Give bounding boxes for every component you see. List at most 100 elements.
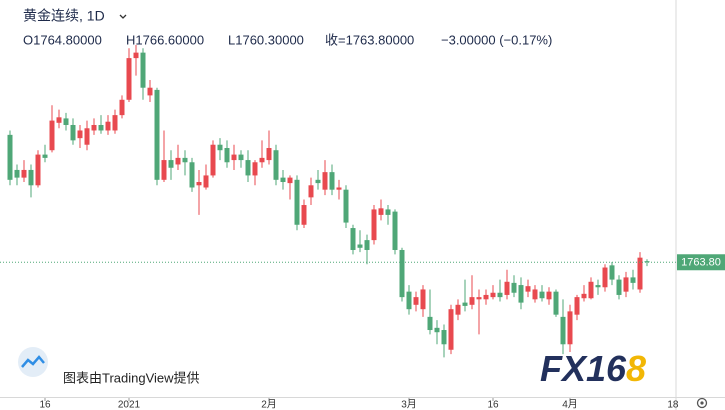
fx168-logo: FX168 xyxy=(540,348,646,389)
gear-hub[interactable] xyxy=(700,401,704,405)
candle-body xyxy=(266,148,272,161)
candle-body xyxy=(63,118,69,125)
candle-body xyxy=(357,244,363,248)
x-axis-end-label: 18 xyxy=(667,400,679,410)
x-tick-label: 2021 xyxy=(118,400,141,410)
candle-body xyxy=(539,291,545,299)
x-tick-label: 4月 xyxy=(562,399,578,410)
candle-body xyxy=(448,309,454,350)
x-tick-label: 2月 xyxy=(261,399,277,410)
candle-body xyxy=(336,187,342,190)
gear-ring[interactable] xyxy=(696,397,708,409)
candle-body xyxy=(609,265,615,280)
candle-body xyxy=(189,162,195,188)
candle-body xyxy=(126,58,132,100)
candle-body xyxy=(364,240,370,250)
ohlc-value: O1764.80000 xyxy=(23,32,102,47)
candle-body xyxy=(497,292,503,298)
candle-body xyxy=(245,160,251,176)
candle-body xyxy=(623,277,629,292)
candle-body xyxy=(532,289,538,300)
candle-body xyxy=(595,285,601,288)
candle-body xyxy=(98,124,104,131)
candle-body xyxy=(217,144,223,151)
candle-body xyxy=(77,130,83,139)
x-tick-label: 16 xyxy=(39,400,51,410)
candle-body xyxy=(252,162,258,176)
candle-body xyxy=(630,277,636,283)
candle-body xyxy=(196,182,202,186)
candle-body xyxy=(329,172,335,190)
candle-body xyxy=(441,330,447,345)
candle-body xyxy=(406,291,412,310)
candle-body xyxy=(294,179,300,225)
candle-body xyxy=(560,316,566,345)
tv-logo-bg xyxy=(18,347,48,377)
candle-body xyxy=(427,316,433,331)
candle-body xyxy=(84,128,90,145)
candle-body xyxy=(469,297,475,305)
candle-body xyxy=(371,209,377,241)
candle-body xyxy=(140,52,146,88)
candle-body xyxy=(49,120,55,151)
last-price-box xyxy=(677,254,725,271)
candle-body xyxy=(301,205,307,225)
candle-body xyxy=(28,169,34,186)
candle-body xyxy=(224,148,230,163)
logo-main: FX16 xyxy=(540,348,627,389)
interval-chevron[interactable] xyxy=(119,14,127,19)
candle-body xyxy=(637,257,643,290)
candle-body xyxy=(588,281,594,299)
candle-body xyxy=(308,185,314,198)
candle-body xyxy=(420,289,426,310)
candle-body xyxy=(378,208,384,215)
candle-body xyxy=(504,281,510,295)
candle-body xyxy=(602,267,608,288)
candle-body xyxy=(112,115,118,131)
candle-body xyxy=(525,286,531,292)
candle-body xyxy=(203,175,209,188)
candle-body xyxy=(238,154,244,161)
candle-body xyxy=(175,157,181,165)
candle-body xyxy=(483,294,489,300)
candle-body xyxy=(147,87,153,96)
candle-body xyxy=(350,228,356,250)
candle-body xyxy=(385,209,391,215)
symbol-title[interactable]: 黄金连续, 1D xyxy=(23,8,105,24)
candle-body xyxy=(161,160,167,180)
candle-body xyxy=(546,291,552,300)
settings-gear[interactable] xyxy=(696,397,708,409)
candle-body xyxy=(476,297,482,300)
candle-body xyxy=(182,157,188,163)
candle-body xyxy=(413,297,419,305)
candle-body xyxy=(105,121,111,131)
credit: 图表由TradingView提供 xyxy=(63,370,200,385)
candle-body xyxy=(574,297,580,315)
candle-body xyxy=(462,302,468,306)
candle-body xyxy=(154,89,160,180)
candle-body xyxy=(91,124,97,131)
candle-body xyxy=(35,154,41,186)
candle-body xyxy=(553,291,559,315)
candle-body xyxy=(343,189,349,223)
ohlc-value: 收=1763.80000 xyxy=(325,32,414,47)
x-tick-label: 16 xyxy=(487,400,499,410)
candle-body xyxy=(322,172,328,190)
candle-body xyxy=(567,311,573,345)
candle-body xyxy=(518,285,524,303)
ohlc-value: L1760.30000 xyxy=(228,32,304,47)
plot-area xyxy=(7,44,650,358)
candle-body xyxy=(511,282,517,293)
candle-body xyxy=(315,179,321,184)
candle-body xyxy=(7,134,13,180)
x-tick-label: 3月 xyxy=(401,399,417,410)
candle-body xyxy=(21,169,27,178)
candle-body xyxy=(399,249,405,298)
candle-body xyxy=(581,293,587,299)
candle-body xyxy=(42,154,48,158)
candle-body xyxy=(70,124,76,141)
candle-body xyxy=(287,177,293,184)
candle-body xyxy=(56,117,62,123)
candle-body xyxy=(231,154,237,161)
